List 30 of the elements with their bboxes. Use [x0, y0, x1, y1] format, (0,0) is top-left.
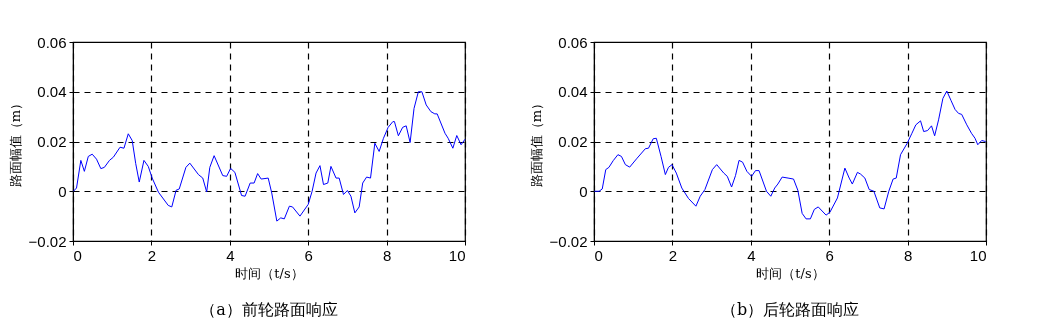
x-tick-label: 4: [226, 246, 235, 264]
line-series: [72, 91, 466, 222]
y-tick-label: 0.02: [558, 133, 588, 150]
x-axis-title: 时间（t/s）: [756, 265, 825, 281]
y-tick-label: 0.02: [37, 133, 67, 150]
x-axis-title: 时间（t/s）: [235, 265, 304, 281]
y-tick-label: −0.02: [549, 232, 588, 250]
x-tick-label: 2: [147, 246, 157, 264]
x-tick-label: 8: [382, 246, 392, 264]
y-tick-label: 0.06: [558, 33, 588, 51]
y-tick-label: 0.04: [558, 83, 588, 101]
x-tick-label: 2: [668, 246, 678, 264]
y-tick-label: 0: [58, 182, 67, 200]
x-tick-label: 8: [903, 246, 913, 264]
y-tick-label: 0.06: [37, 33, 67, 51]
y-tick-label: −0.02: [28, 232, 67, 250]
y-axis-title: 路面幅值（m）: [7, 96, 23, 188]
line-series: [593, 90, 987, 220]
x-tick-label: 0: [73, 246, 82, 264]
x-tick-label: 10: [448, 246, 466, 264]
x-tick-label: 6: [304, 246, 313, 264]
y-axis-title: 路面幅值（m）: [528, 96, 544, 188]
y-tick-label: 0: [579, 182, 588, 200]
y-tick-label: 0.04: [37, 83, 67, 101]
text: （b）后轮路面响应: [720, 300, 860, 319]
x-tick-label: 4: [747, 246, 756, 264]
x-tick-label: 6: [825, 246, 834, 264]
text: （a）前轮路面响应: [200, 300, 338, 319]
x-tick-label: 0: [594, 246, 603, 264]
x-tick-label: 10: [969, 246, 987, 264]
